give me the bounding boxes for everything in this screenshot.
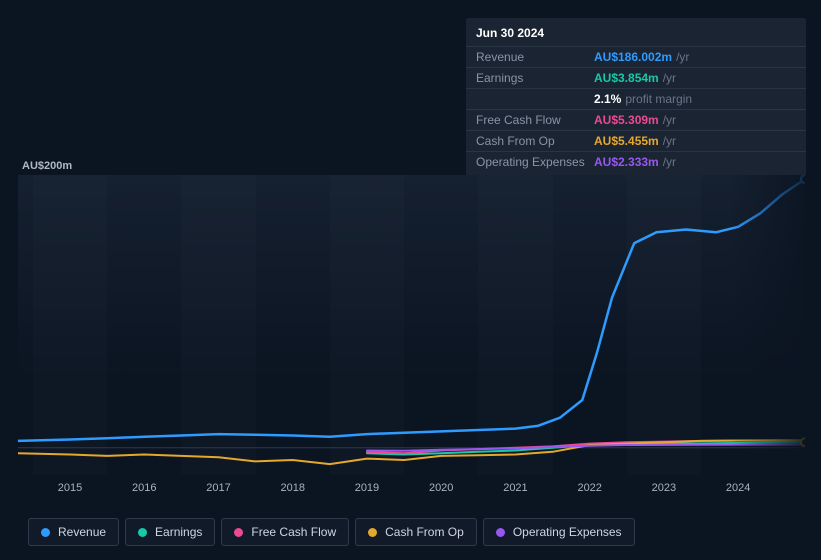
legend-dot: [41, 528, 50, 537]
series-end-marker: [801, 175, 805, 183]
y-axis-label: AU$200m: [22, 160, 72, 172]
legend-dot: [496, 528, 505, 537]
tooltip-row-value: AU$5.455m: [594, 134, 659, 148]
legend-item[interactable]: Cash From Op: [355, 518, 477, 546]
series-line: [18, 179, 805, 441]
x-axis-labels: 2015 2016 2017 2018 2019 2020 2021 2022 2023 2024: [18, 482, 805, 502]
x-axis-label: 2016: [132, 482, 156, 494]
legend-item[interactable]: Earnings: [125, 518, 215, 546]
tooltip-profit-pct: 2.1%: [594, 92, 621, 106]
tooltip-row-unit: /yr: [663, 113, 676, 127]
chart-legend: Revenue Earnings Free Cash Flow Cash From O…: [28, 518, 635, 546]
tooltip-row-value: AU$5.309m: [594, 113, 659, 127]
chart-lines: [18, 175, 805, 475]
x-axis-label: 2023: [652, 482, 676, 494]
tooltip-row-label: Free Cash Flow: [476, 113, 594, 127]
x-axis-label: 2024: [726, 482, 750, 494]
tooltip-row: Operating ExpensesAU$2.333m/yr: [466, 151, 806, 172]
tooltip-row-label: Revenue: [476, 50, 594, 64]
tooltip-row-label: Cash From Op: [476, 134, 594, 148]
tooltip-row: Free Cash FlowAU$5.309m/yr: [466, 109, 806, 130]
tooltip-row-value: AU$2.333m: [594, 155, 659, 169]
legend-item[interactable]: Revenue: [28, 518, 119, 546]
legend-dot: [138, 528, 147, 537]
chart-plot-area[interactable]: [18, 175, 805, 475]
tooltip-row-unit: /yr: [663, 134, 676, 148]
tooltip-row-value: AU$3.854m: [594, 71, 659, 85]
tooltip-row-unit: /yr: [663, 71, 676, 85]
chart-tooltip: Jun 30 2024 RevenueAU$186.002m/yrEarning…: [466, 18, 806, 176]
x-axis-label: 2018: [280, 482, 304, 494]
legend-label: Earnings: [155, 525, 202, 539]
legend-item[interactable]: Operating Expenses: [483, 518, 635, 546]
x-axis-label: 2015: [58, 482, 82, 494]
legend-label: Cash From Op: [385, 525, 464, 539]
tooltip-row: RevenueAU$186.002m/yr: [466, 46, 806, 67]
x-axis-label: 2021: [503, 482, 527, 494]
legend-label: Revenue: [58, 525, 106, 539]
tooltip-date: Jun 30 2024: [466, 24, 806, 46]
tooltip-row: EarningsAU$3.854m/yr: [466, 67, 806, 88]
legend-label: Free Cash Flow: [251, 525, 336, 539]
x-axis-label: 2020: [429, 482, 453, 494]
tooltip-row-label: Earnings: [476, 71, 594, 85]
x-axis-label: 2022: [577, 482, 601, 494]
tooltip-row-label: Operating Expenses: [476, 155, 594, 169]
legend-dot: [368, 528, 377, 537]
tooltip-row-value: AU$186.002m: [594, 50, 672, 64]
x-axis-label: 2019: [355, 482, 379, 494]
tooltip-row-unit: /yr: [663, 155, 676, 169]
legend-dot: [234, 528, 243, 537]
tooltip-row-unit: /yr: [676, 50, 689, 64]
legend-item[interactable]: Free Cash Flow: [221, 518, 349, 546]
tooltip-subrow: 2.1% profit margin: [466, 88, 806, 109]
tooltip-row: Cash From OpAU$5.455m/yr: [466, 130, 806, 151]
tooltip-profit-label: profit margin: [625, 92, 692, 106]
legend-label: Operating Expenses: [513, 525, 622, 539]
x-axis-label: 2017: [206, 482, 230, 494]
